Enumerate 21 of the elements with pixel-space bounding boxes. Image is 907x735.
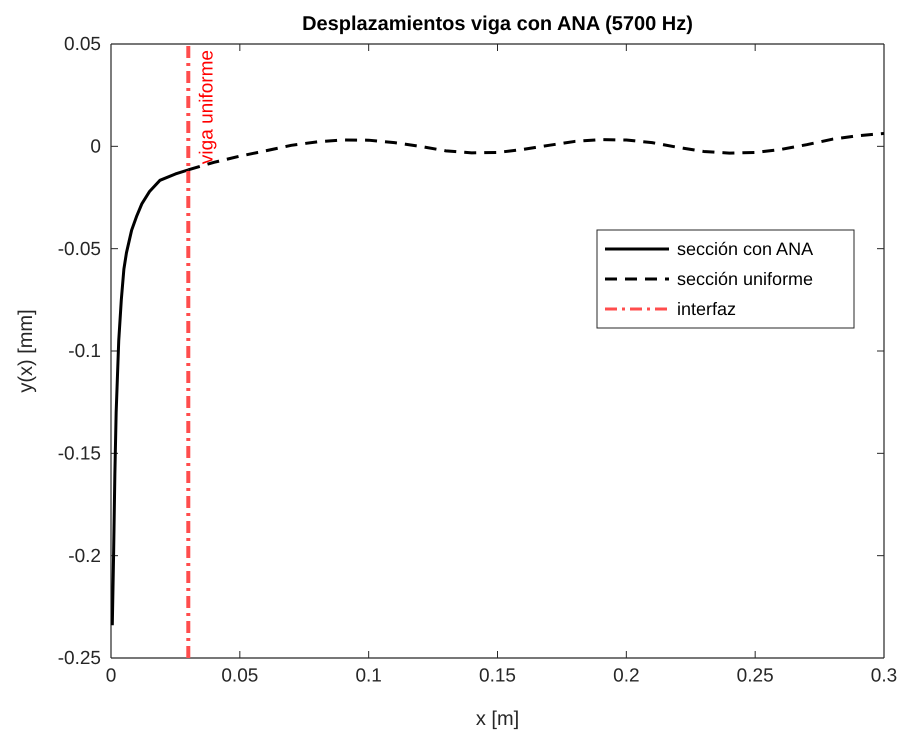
y-tick-label: 0 (90, 136, 101, 158)
x-tick-label: 0.15 (479, 665, 516, 686)
legend-label: sección uniforme (677, 269, 814, 289)
legend-label: interfaz (677, 299, 736, 319)
y-tick-label: -0.05 (58, 238, 101, 260)
y-tick-label: -0.25 (58, 648, 101, 670)
y-tick-label: -0.15 (58, 443, 101, 464)
x-tick-label: 0.3 (870, 665, 898, 686)
y-tick-label: -0.2 (68, 546, 101, 567)
x-tick-label: 0.1 (355, 665, 382, 686)
annotation: viga uniforme (196, 50, 218, 164)
legend-label: sección con ANA (677, 239, 814, 259)
x-axis-title: x [m] (476, 708, 520, 730)
x-tick-label: 0.25 (736, 665, 774, 686)
y-tick-label: -0.1 (68, 341, 101, 362)
y-tick-label: 0.05 (64, 34, 101, 56)
chart-title: Desplazamientos viga con ANA (5700 Hz) (302, 13, 693, 35)
x-tick-label: 0.2 (613, 665, 640, 686)
y-axis-title: y(x) [mm] (15, 309, 37, 393)
x-tick-label: 0.05 (221, 665, 258, 686)
x-tick-label: 0 (106, 665, 116, 686)
